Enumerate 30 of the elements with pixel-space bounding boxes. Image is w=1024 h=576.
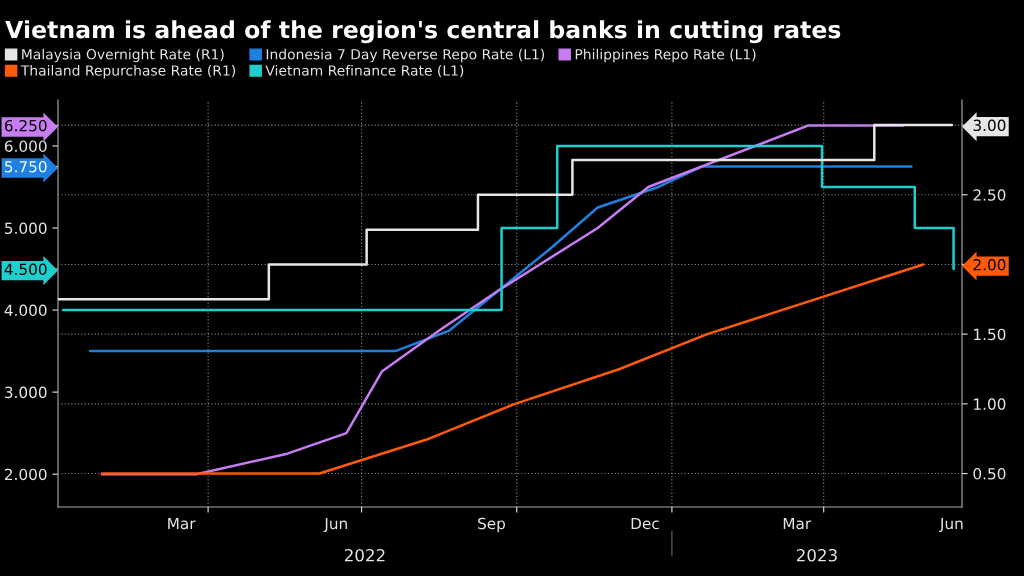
text: 2022 [344, 548, 385, 562]
y2-tick-label: 1.50 [974, 328, 1006, 341]
x-tick-label: Jun [323, 517, 347, 533]
y2-tick-label: 2.50 [973, 189, 1006, 201]
line-series [100, 263, 925, 475]
y2-tick-label: 0.50 [973, 468, 1006, 480]
x-tick-label: Jun [939, 517, 963, 533]
legend-label: Vietnam Refinance Rate (L1) [265, 64, 464, 78]
chart-title: Vietnam is ahead of the region's central banks in cutting rates [5, 20, 841, 44]
y-tick-label: 4.500 [4, 263, 47, 276]
legend-label: Indonesia 7 Day Reverse Repo Rate (L1) [266, 48, 545, 63]
x-tick-label: Dec [631, 517, 659, 530]
text: 2023 [796, 548, 837, 562]
line-series [88, 165, 913, 353]
x-tick-label: Mar [168, 517, 196, 530]
y2-tick-label: 3.00 [973, 119, 1006, 132]
x-tick-label: Mar [783, 517, 812, 530]
legend-label: Malaysia Overnight Rate (R1) [22, 48, 224, 63]
legend-label: Thailand Repurchase Rate (R1) [20, 64, 236, 79]
y-tick-label: 5.750 [5, 160, 47, 173]
y-tick-label: 5.000 [5, 222, 47, 235]
y2-tick-label: 1.00 [974, 398, 1006, 410]
y-tick-label: 3.000 [5, 386, 47, 399]
legend-label: Philippines Repo Rate (L1) [575, 48, 756, 63]
y-tick-label: 2.000 [4, 468, 47, 481]
y-tick-label: 4.000 [4, 304, 47, 317]
y2-tick-label: 2.00 [973, 258, 1006, 271]
y-tick-label: 6.250 [4, 119, 47, 132]
x-tick-label: Sep [478, 517, 506, 533]
y-tick-label: 6.000 [4, 140, 47, 152]
